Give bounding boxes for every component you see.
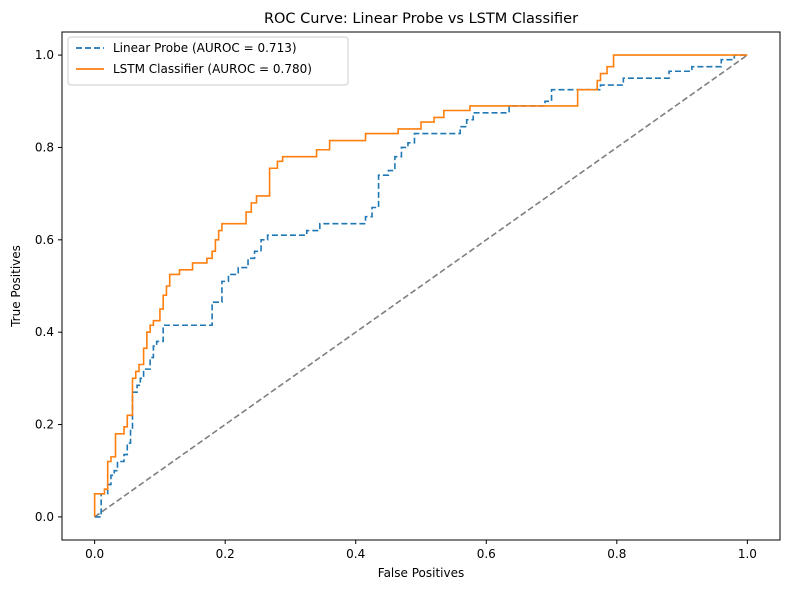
x-tick-label: 1.0	[738, 547, 757, 561]
x-tick-label: 0.8	[607, 547, 626, 561]
plot-lines	[93, 54, 748, 518]
y-ticks: 0.0 0.2 0.4 0.6 0.8 1.0	[35, 48, 62, 524]
y-tick-label: 0.8	[35, 140, 54, 154]
y-tick-label: 0.4	[35, 325, 54, 339]
series-line-1	[93, 54, 748, 517]
series-line-0	[94, 54, 748, 518]
legend-label: LSTM Classifier (AUROC = 0.780)	[113, 62, 312, 76]
y-tick-label: 0.6	[35, 233, 54, 247]
legend-label: Linear Probe (AUROC = 0.713)	[113, 41, 297, 55]
x-tick-label: 0.4	[346, 547, 365, 561]
chance-diagonal-line	[94, 54, 748, 518]
chart-title: ROC Curve: Linear Probe vs LSTM Classifi…	[264, 11, 578, 27]
y-tick-label: 1.0	[35, 48, 54, 62]
x-ticks: 0.0 0.2 0.4 0.6 0.8 1.0	[85, 540, 757, 561]
legend: Linear Probe (AUROC = 0.713) LSTM Classif…	[67, 36, 349, 86]
y-tick-label: 0.2	[35, 418, 54, 432]
x-tick-label: 0.0	[85, 547, 104, 561]
x-tick-label: 0.2	[216, 547, 235, 561]
legend-box	[67, 36, 349, 86]
y-axis-label: True Positives	[9, 245, 23, 328]
y-tick-label: 0.0	[35, 510, 54, 524]
x-axis-label: False Positives	[378, 566, 464, 580]
x-tick-label: 0.6	[477, 547, 496, 561]
plot-frame	[61, 31, 781, 541]
